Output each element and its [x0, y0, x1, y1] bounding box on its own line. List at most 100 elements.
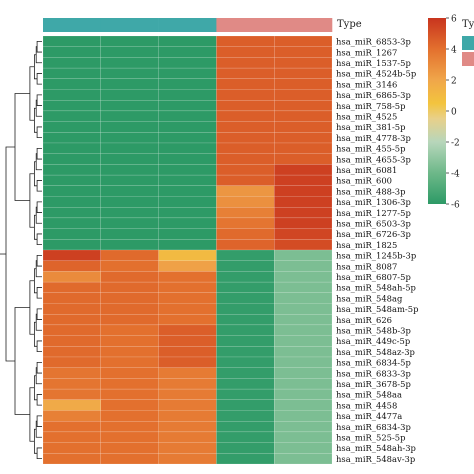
- heatmap-cell-5-1: [100, 89, 159, 101]
- heatmap-cell-11-0: [42, 153, 101, 165]
- heatmap-cell-0-1: [100, 35, 159, 47]
- heatmap-cell-13-1: [100, 174, 159, 187]
- heatmap-cell-27-1: [100, 324, 159, 336]
- dendrogram-branch: [29, 387, 35, 442]
- heatmap-cell-20-2: [158, 249, 217, 261]
- heatmap-cell-36-2: [158, 421, 217, 433]
- dendrogram-branch: [29, 173, 35, 228]
- heatmap-cell-8-2: [158, 121, 217, 133]
- heatmap-cell-22-2: [158, 271, 217, 283]
- annotation-cell-4: [274, 18, 333, 32]
- dendrogram-branch: [34, 214, 38, 240]
- heatmap-cell-13-4: [274, 174, 333, 187]
- dendrogram-branch: [36, 340, 42, 353]
- heatmap-cell-23-4: [274, 281, 333, 294]
- dendrogram-branch: [34, 107, 38, 133]
- color-scale-tick-label: -4: [451, 170, 460, 180]
- color-scale-tick-label: 6: [451, 15, 457, 25]
- heatmap-cell-15-2: [158, 196, 217, 208]
- heatmap-cell-2-1: [100, 57, 159, 69]
- color-scale-tick-label: -6: [451, 201, 460, 211]
- heatmap-cell-19-0: [42, 239, 101, 251]
- heatmap-cell-9-4: [274, 132, 333, 144]
- dendrogram-branch: [36, 447, 42, 460]
- color-scale-legend: 6 4 2 0 -2 -4 -6: [428, 15, 460, 211]
- heatmap-cell-11-3: [216, 153, 275, 165]
- row-label-36: hsa_miR_6834-3p: [336, 422, 411, 433]
- heatmap-cell-6-1: [100, 99, 159, 112]
- annotation-legend: Ty: [462, 19, 474, 66]
- row-label-30: hsa_miR_6834-5p: [336, 358, 411, 369]
- dendrogram-branch: [14, 307, 30, 415]
- heatmap-cell-19-3: [216, 239, 275, 251]
- heatmap-cell-18-4: [274, 228, 333, 240]
- heatmap-cell-11-2: [158, 153, 217, 165]
- annotation-legend-swatch-b: [462, 52, 474, 66]
- heatmap-cell-29-1: [100, 346, 159, 358]
- heatmap-cell-35-0: [42, 410, 101, 422]
- heatmap-cell-3-2: [158, 67, 217, 79]
- dendrogram-branch: [36, 361, 42, 374]
- dendrogram-branch: [34, 428, 38, 454]
- row-label-2: hsa_miR_1537-5p: [336, 58, 411, 69]
- heatmap-cell-25-2: [158, 303, 217, 315]
- dendrogram-branch: [36, 147, 42, 160]
- row-label-35: hsa_miR_4477a: [336, 411, 402, 422]
- color-scale-tick-label: 2: [451, 77, 457, 87]
- row-label-25: hsa_miR_548am-5p: [336, 304, 418, 315]
- dendrogram-branch: [36, 415, 42, 427]
- heatmap-cell-21-4: [274, 260, 333, 272]
- heatmap-cell-21-3: [216, 260, 275, 272]
- heatmap-cell-37-0: [42, 431, 101, 443]
- dendrogram-branch: [36, 287, 42, 299]
- heatmap-cell-38-2: [158, 442, 217, 454]
- heatmap-cell-32-3: [216, 378, 275, 390]
- row-label-20: hsa_miR_1245b-3p: [336, 251, 416, 262]
- heatmap-cell-17-4: [274, 217, 333, 229]
- heatmap-cell-17-0: [42, 217, 101, 229]
- heatmap-cell-12-2: [158, 164, 217, 176]
- heatmap-cell-19-4: [274, 239, 333, 251]
- annotation-label: Type: [337, 19, 362, 30]
- heatmap-cell-37-4: [274, 431, 333, 443]
- heatmap-cell-30-4: [274, 356, 333, 368]
- heatmap-cell-38-0: [42, 442, 101, 454]
- heatmap-cell-4-2: [158, 78, 217, 90]
- heatmap-cell-18-0: [42, 228, 101, 240]
- heatmap-cell-30-1: [100, 356, 159, 368]
- row-label-15: hsa_miR_1306-3p: [336, 197, 411, 208]
- heatmap-cell-35-3: [216, 410, 275, 422]
- row-label-22: hsa_miR_6807-5p: [336, 272, 411, 283]
- heatmap-cell-29-0: [42, 346, 101, 358]
- heatmap-cell-0-2: [158, 35, 217, 47]
- heatmap-cell-17-2: [158, 217, 217, 229]
- heatmap-cell-31-1: [100, 367, 159, 379]
- heatmap-cell-33-0: [42, 388, 101, 401]
- heatmap-cell-23-0: [42, 281, 101, 294]
- heatmap-cell-21-0: [42, 260, 101, 272]
- heatmap-cell-26-0: [42, 314, 101, 326]
- heatmap-cell-7-3: [216, 110, 275, 122]
- heatmap-cell-1-1: [100, 46, 159, 58]
- heatmap-cell-3-3: [216, 67, 275, 79]
- heatmap-cell-20-1: [100, 249, 159, 261]
- heatmap-cell-10-1: [100, 142, 159, 154]
- heatmap-cell-36-3: [216, 421, 275, 433]
- heatmap-cell-7-2: [158, 110, 217, 122]
- heatmap-cell-39-2: [158, 453, 217, 465]
- heatmap-cell-34-1: [100, 399, 159, 411]
- heatmap-cell-7-4: [274, 110, 333, 122]
- heatmap-cell-14-3: [216, 185, 275, 197]
- row-label-10: hsa_miR_455-5p: [336, 144, 406, 155]
- heatmap-cell-20-0: [42, 249, 101, 261]
- heatmap-cell-33-4: [274, 388, 333, 401]
- dendrogram-branch: [36, 233, 42, 246]
- heatmap-cell-6-2: [158, 99, 217, 112]
- heatmap-cell-30-0: [42, 356, 101, 368]
- dendrogram-branch: [36, 94, 42, 106]
- heatmap-cell-27-4: [274, 324, 333, 336]
- heatmap-cell-22-4: [274, 271, 333, 283]
- heatmap-cell-4-3: [216, 78, 275, 90]
- heatmap-cell-6-0: [42, 99, 101, 112]
- heatmap-cell-2-3: [216, 57, 275, 69]
